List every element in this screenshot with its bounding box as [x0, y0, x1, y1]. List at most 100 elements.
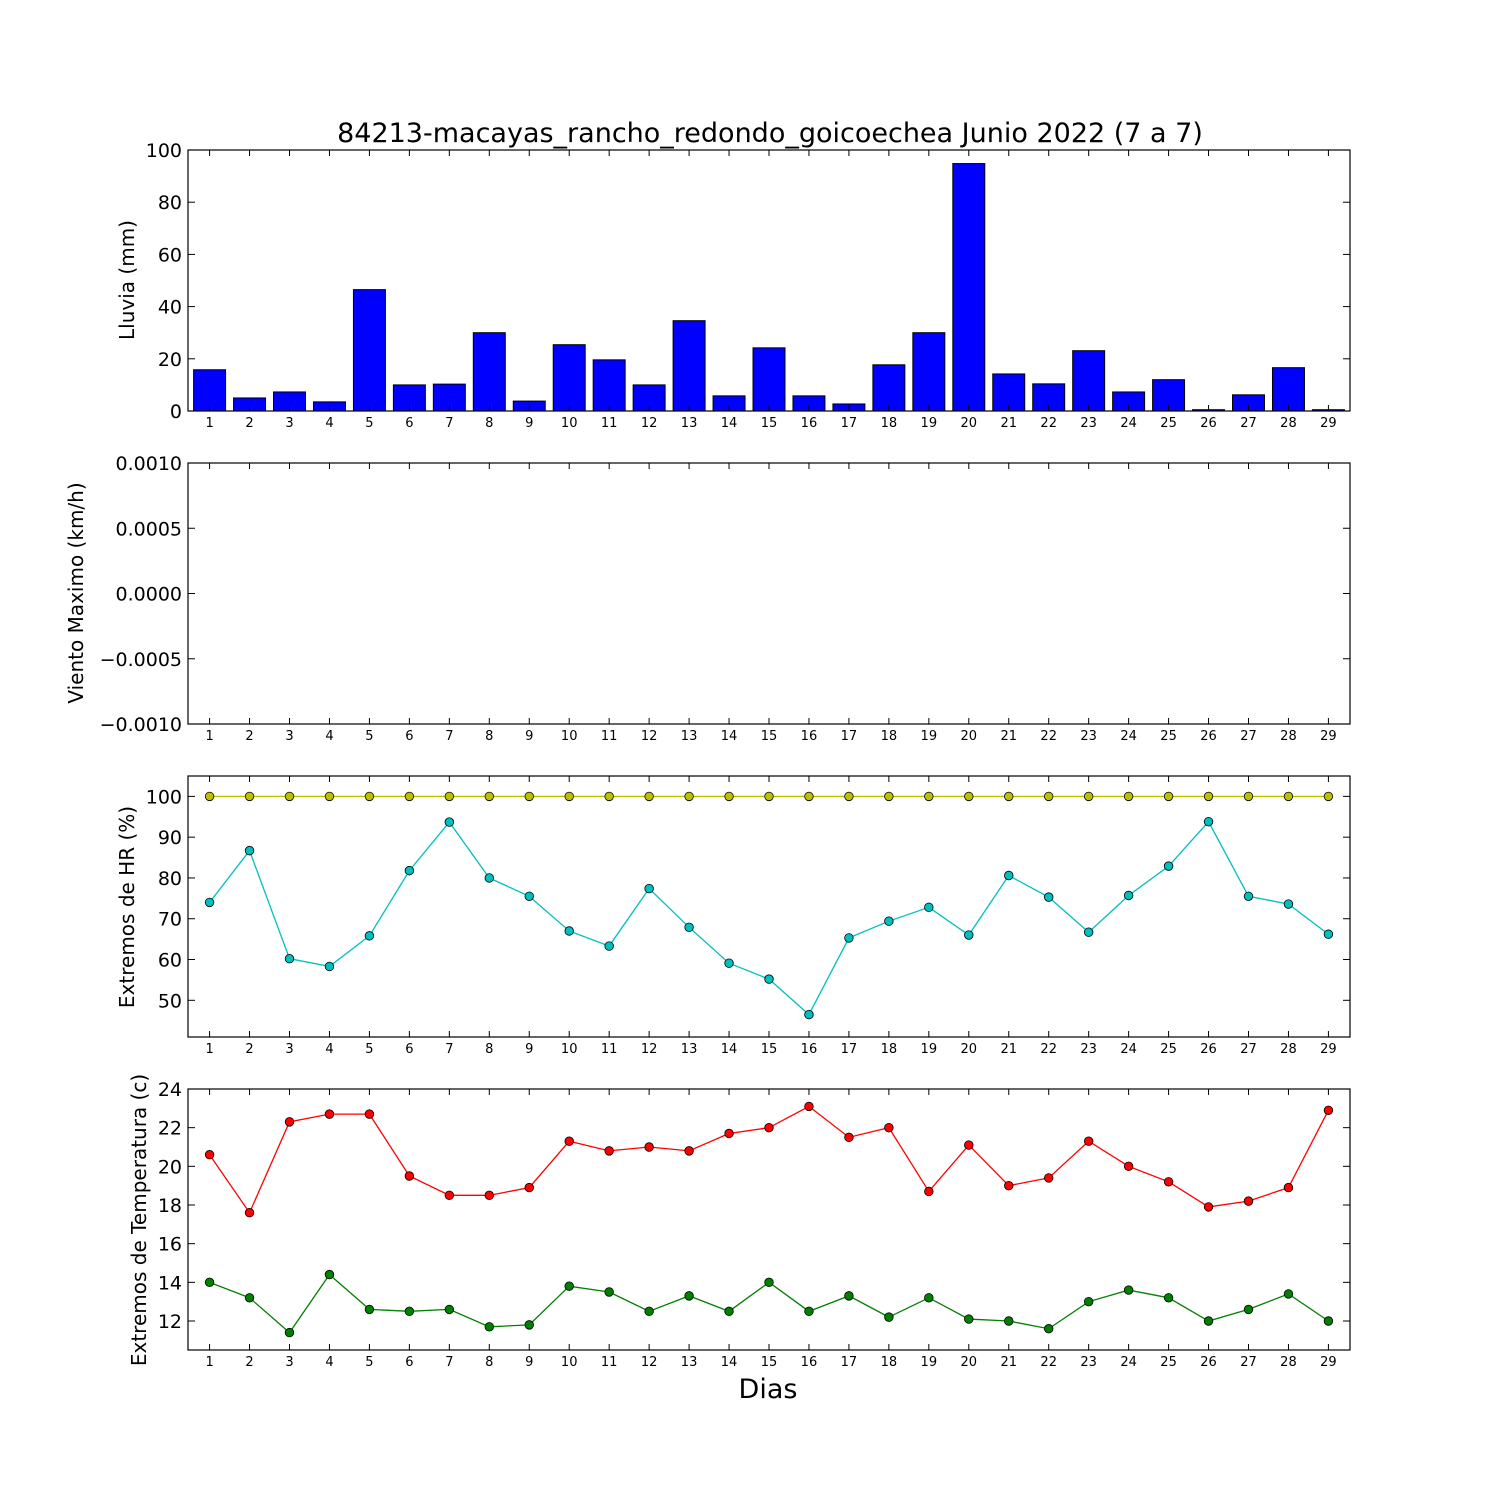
- series-point-1: [884, 916, 894, 926]
- x-tick-label: 16: [801, 1355, 818, 1370]
- series-point-1: [364, 931, 375, 941]
- y-tick-label: 20: [158, 1156, 182, 1178]
- x-tick-label: 17: [841, 1042, 858, 1057]
- x-tick-label: 16: [801, 416, 818, 431]
- x-tick-label: 13: [681, 1355, 698, 1370]
- x-tick-label: 12: [641, 1042, 658, 1057]
- series-point-1: [1243, 1304, 1254, 1315]
- series-point-0: [364, 791, 375, 802]
- x-tick-label: 9: [525, 729, 533, 744]
- rain-bar: [912, 332, 946, 412]
- series-point-0: [1203, 1202, 1214, 1212]
- x-tick-label: 1: [205, 416, 213, 431]
- x-tick-label: 27: [1240, 416, 1257, 431]
- x-tick-label: 23: [1080, 1042, 1097, 1057]
- rain-bar: [592, 359, 626, 412]
- series-point-0: [1083, 1136, 1094, 1146]
- x-tick-label: 25: [1160, 1042, 1177, 1057]
- rain-ylabel: Lluvia (mm): [115, 220, 139, 340]
- series-point-0: [884, 791, 894, 802]
- series-point-0: [1243, 1196, 1254, 1206]
- series-point-1: [324, 961, 335, 972]
- series-point-1: [1004, 1316, 1014, 1326]
- x-tick-label: 2: [245, 1042, 253, 1057]
- series-point-0: [684, 791, 694, 802]
- series-point-0: [844, 791, 854, 802]
- x-tick-label: 23: [1080, 416, 1097, 431]
- series-point-0: [924, 1186, 934, 1197]
- x-tick-label: 11: [601, 1355, 618, 1370]
- series-point-1: [724, 1306, 734, 1317]
- series-point-0: [1243, 791, 1254, 802]
- series-point-1: [1203, 1316, 1214, 1326]
- y-tick-label: 90: [158, 827, 182, 849]
- y-tick-label: 0.0005: [116, 518, 182, 540]
- x-axis-label: Dias: [739, 1374, 798, 1405]
- series-point-1: [924, 902, 934, 913]
- x-tick-label: 5: [365, 729, 373, 744]
- x-tick-label: 21: [1000, 729, 1017, 744]
- series-point-0: [964, 1140, 974, 1150]
- series-point-0: [804, 791, 814, 802]
- x-tick-label: 26: [1200, 1355, 1217, 1370]
- series-point-1: [284, 1327, 295, 1338]
- x-tick-label: 10: [561, 729, 578, 744]
- series-point-0: [284, 1117, 295, 1127]
- humidity-ylabel: Extremos de HR (%): [115, 806, 139, 1008]
- x-tick-label: 21: [1000, 1355, 1017, 1370]
- x-tick-label: 11: [601, 416, 618, 431]
- x-tick-label: 12: [641, 1355, 658, 1370]
- series-point-0: [1004, 791, 1014, 802]
- x-tick-label: 19: [921, 1042, 938, 1057]
- series-point-0: [604, 791, 614, 802]
- series-point-0: [244, 791, 255, 802]
- series-point-0: [204, 791, 215, 802]
- x-tick-label: 15: [761, 729, 778, 744]
- series-point-0: [1283, 791, 1294, 802]
- series-point-0: [1203, 791, 1214, 802]
- y-tick-label: 80: [158, 192, 182, 214]
- series-point-1: [364, 1304, 375, 1315]
- x-tick-label: 4: [325, 1042, 333, 1057]
- x-tick-label: 14: [721, 729, 738, 744]
- x-tick-label: 17: [841, 729, 858, 744]
- series-point-0: [1083, 791, 1094, 802]
- series-point-0: [324, 791, 335, 802]
- series-point-1: [1323, 1316, 1334, 1326]
- x-tick-label: 10: [561, 416, 578, 431]
- series-point-0: [604, 1146, 614, 1156]
- x-tick-label: 10: [561, 1355, 578, 1370]
- series-point-0: [1044, 791, 1054, 802]
- series-point-0: [524, 791, 534, 802]
- series-point-1: [484, 1322, 494, 1332]
- x-tick-label: 9: [525, 1042, 533, 1057]
- x-tick-label: 11: [601, 1042, 618, 1057]
- series-point-1: [724, 958, 734, 968]
- series-point-1: [1083, 1296, 1094, 1307]
- y-tick-label: 70: [158, 909, 182, 931]
- series-point-0: [444, 791, 455, 802]
- series-point-1: [524, 1320, 534, 1330]
- x-tick-label: 17: [841, 416, 858, 431]
- series-point-1: [764, 974, 774, 984]
- rain-bar: [352, 289, 386, 412]
- temperature-ylabel: Extremos de Temperatura (c): [127, 1074, 151, 1366]
- series-point-1: [884, 1312, 894, 1322]
- x-tick-label: 19: [921, 729, 938, 744]
- series-point-0: [404, 1171, 415, 1181]
- x-tick-label: 7: [445, 1042, 453, 1057]
- y-tick-label: 18: [158, 1195, 182, 1217]
- series-point-1: [204, 1277, 215, 1288]
- x-tick-label: 27: [1240, 1042, 1257, 1057]
- x-tick-label: 17: [841, 1355, 858, 1370]
- x-tick-label: 3: [285, 1042, 293, 1057]
- x-tick-label: 27: [1240, 1355, 1257, 1370]
- x-tick-label: 25: [1160, 1355, 1177, 1370]
- x-tick-label: 10: [561, 1042, 578, 1057]
- x-tick-label: 29: [1320, 416, 1337, 431]
- series-point-1: [244, 845, 255, 856]
- rain-bar: [193, 369, 227, 412]
- series-point-0: [284, 791, 295, 802]
